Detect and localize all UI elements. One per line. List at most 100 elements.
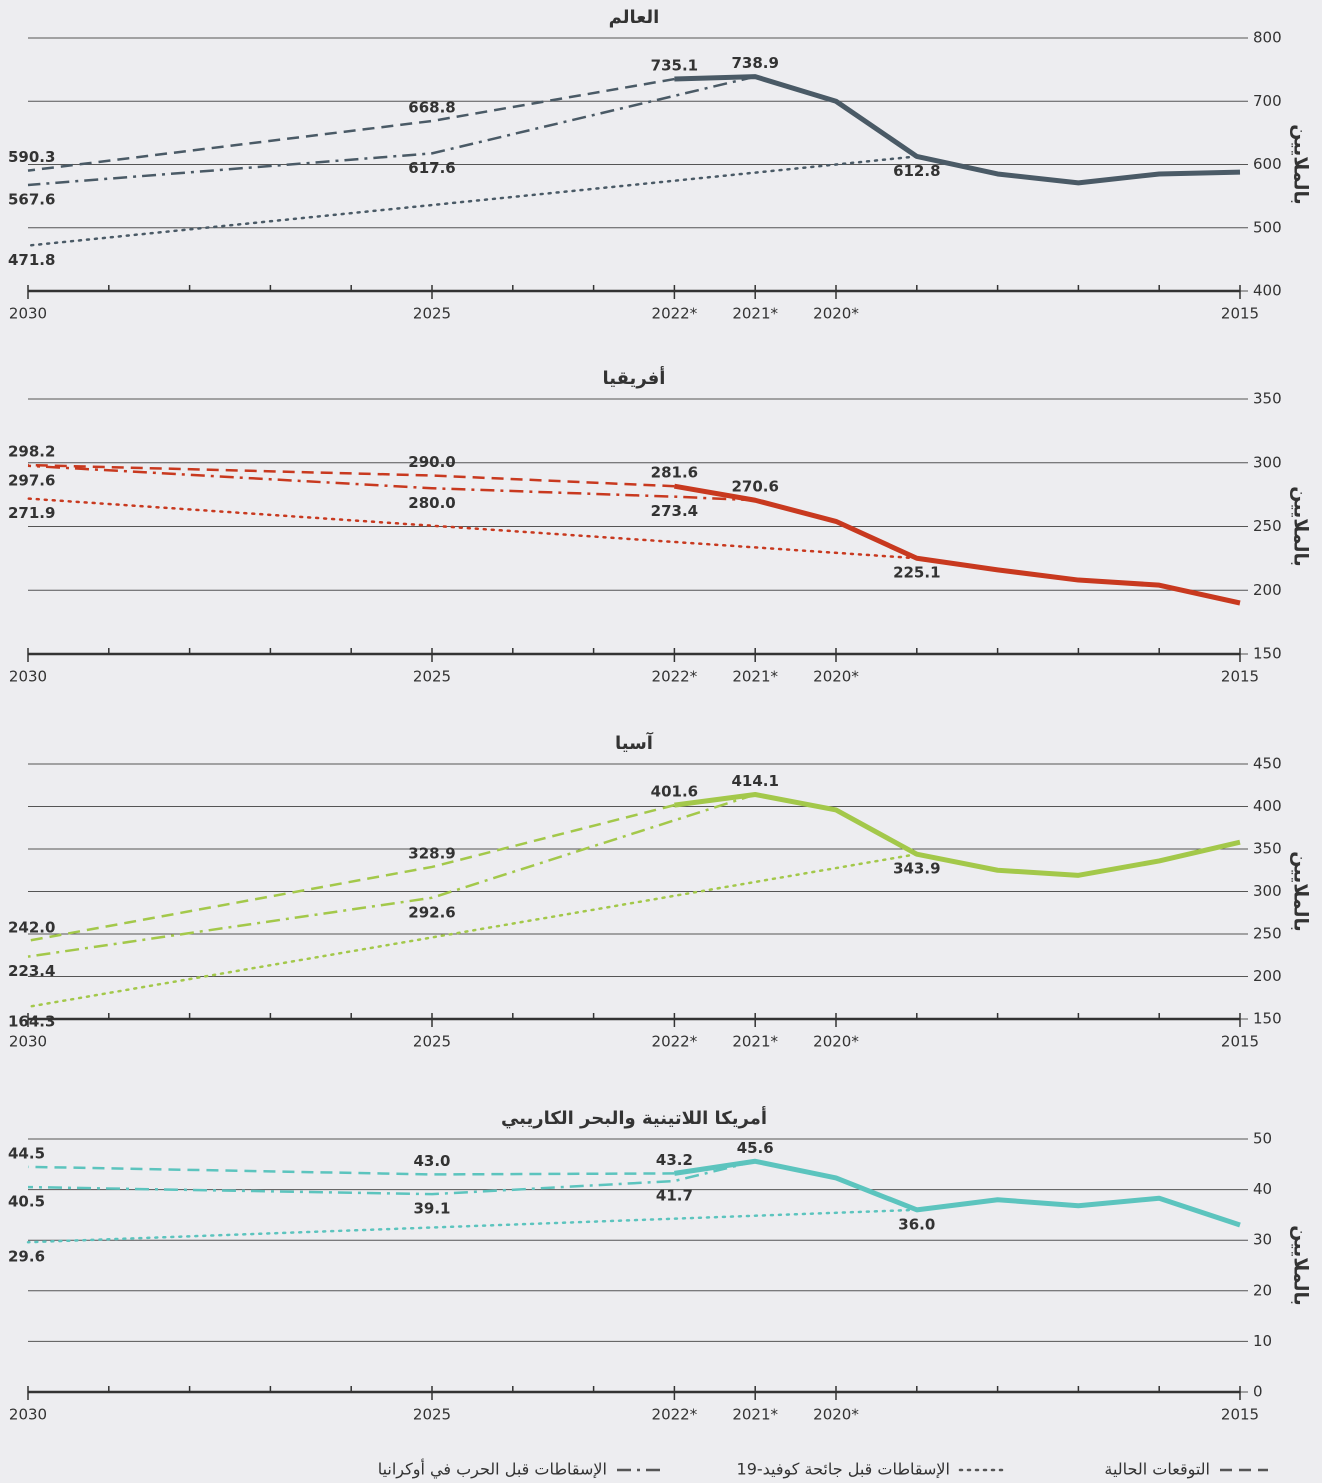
y-tick-label: 50 <box>1253 1130 1272 1148</box>
x-tick-label: 2022* <box>652 668 698 686</box>
series-line <box>27 1165 675 1176</box>
value-label: 401.6 <box>651 783 698 801</box>
y-tick-label: 700 <box>1253 92 1282 110</box>
series-line <box>27 803 675 943</box>
value-label: 290.0 <box>408 453 455 471</box>
x-tick-label: 2020* <box>813 668 859 686</box>
x-tick-label: 2030 <box>9 668 47 686</box>
value-label: 41.7 <box>656 1186 693 1204</box>
y-axis-label: بالملايين <box>1290 1225 1312 1306</box>
series-line <box>27 1160 756 1196</box>
y-axis-label: بالملايين <box>1290 851 1312 932</box>
y-tick-label: 300 <box>1253 453 1282 471</box>
value-label: 668.8 <box>408 98 455 116</box>
chart-title: أمريكا اللاتينية والبحر الكاريبي <box>501 1106 767 1129</box>
value-label: 271.9 <box>8 504 55 522</box>
y-tick-label: 300 <box>1253 882 1282 900</box>
y-tick-label: 500 <box>1253 218 1282 236</box>
value-label: 617.6 <box>408 159 455 177</box>
value-label: 298.2 <box>8 443 55 461</box>
y-tick-label: 40 <box>1253 1180 1272 1198</box>
value-label: 45.6 <box>737 1139 774 1157</box>
series-line <box>27 793 756 958</box>
x-tick-label: 2022* <box>652 1406 698 1424</box>
chart-title: العالم <box>609 7 660 28</box>
x-tick-label: 2030 <box>9 1033 47 1051</box>
series-line <box>674 1158 1241 1228</box>
value-label: 44.5 <box>8 1144 45 1162</box>
y-tick-label: 350 <box>1253 390 1282 408</box>
chart-title: أفريقيا <box>603 366 666 389</box>
x-tick-label: 2021* <box>732 305 778 323</box>
x-tick-label: 2025 <box>413 305 451 323</box>
legend-label: الإسقاطات قبل الحرب في أوكرانيا <box>378 1459 607 1480</box>
value-label: 281.6 <box>651 464 698 482</box>
series-line <box>674 792 1241 878</box>
y-tick-label: 800 <box>1253 29 1282 47</box>
legend-label: الإسقاطات قبل جائحة كوفيد-19 <box>737 1460 950 1480</box>
value-label: 43.0 <box>413 1152 450 1170</box>
value-label: 242.0 <box>8 918 55 936</box>
value-label: 567.6 <box>8 190 55 208</box>
y-tick-label: 10 <box>1253 1332 1272 1350</box>
value-label: 39.1 <box>413 1200 450 1218</box>
value-label: 29.6 <box>8 1248 45 1266</box>
x-tick-label: 2025 <box>413 1406 451 1424</box>
series-line <box>674 74 1241 186</box>
value-label: 273.4 <box>651 502 698 520</box>
value-label: 612.8 <box>893 162 940 180</box>
series-line <box>27 464 756 502</box>
y-tick-label: 250 <box>1253 925 1282 943</box>
x-tick-label: 2015 <box>1221 305 1259 323</box>
value-label: 297.6 <box>8 471 55 489</box>
value-label: 223.4 <box>8 962 55 980</box>
value-label: 590.3 <box>8 148 55 166</box>
value-label: 292.6 <box>408 903 455 921</box>
value-label: 280.0 <box>408 494 455 512</box>
value-label: 40.5 <box>8 1193 45 1211</box>
series-line <box>27 77 675 172</box>
x-tick-label: 2030 <box>9 1406 47 1424</box>
value-label: 328.9 <box>408 844 455 862</box>
series-line <box>26 155 919 247</box>
x-tick-label: 2021* <box>732 668 778 686</box>
x-tick-label: 2015 <box>1221 1033 1259 1051</box>
x-tick-label: 2020* <box>813 1033 859 1051</box>
series-line <box>27 463 675 488</box>
y-tick-label: 350 <box>1253 840 1282 858</box>
series-line <box>27 75 756 187</box>
value-label: 43.2 <box>656 1151 693 1169</box>
y-tick-label: 400 <box>1253 797 1282 815</box>
y-tick-label: 150 <box>1253 645 1282 663</box>
series-line <box>673 483 1241 606</box>
value-label: 414.1 <box>731 772 778 790</box>
x-tick-label: 2021* <box>732 1406 778 1424</box>
series-line <box>26 852 919 1009</box>
value-label: 343.9 <box>893 860 940 878</box>
y-tick-label: 200 <box>1253 967 1282 985</box>
value-label: 735.1 <box>651 57 698 75</box>
x-tick-label: 2025 <box>413 1033 451 1051</box>
value-label: 164.3 <box>8 1012 55 1030</box>
value-label: 225.1 <box>893 564 940 582</box>
x-tick-label: 2022* <box>652 305 698 323</box>
x-tick-label: 2025 <box>413 668 451 686</box>
legend-label: التوقعات الحالية <box>1104 1460 1210 1480</box>
value-label: 738.9 <box>731 54 778 72</box>
y-tick-label: 20 <box>1253 1281 1272 1299</box>
y-axis-label: بالملايين <box>1290 486 1312 567</box>
x-tick-label: 2020* <box>813 305 859 323</box>
x-tick-label: 2030 <box>9 305 47 323</box>
x-tick-label: 2022* <box>652 1033 698 1051</box>
x-tick-label: 2021* <box>732 1033 778 1051</box>
y-tick-label: 0 <box>1253 1383 1263 1401</box>
y-tick-label: 450 <box>1253 755 1282 773</box>
y-axis-label: بالملايين <box>1290 124 1312 205</box>
y-tick-label: 250 <box>1253 517 1282 535</box>
chart-title: آسيا <box>615 731 654 754</box>
y-tick-label: 30 <box>1253 1231 1272 1249</box>
x-tick-label: 2015 <box>1221 1406 1259 1424</box>
value-label: 471.8 <box>8 251 55 269</box>
series-line <box>26 1208 919 1244</box>
